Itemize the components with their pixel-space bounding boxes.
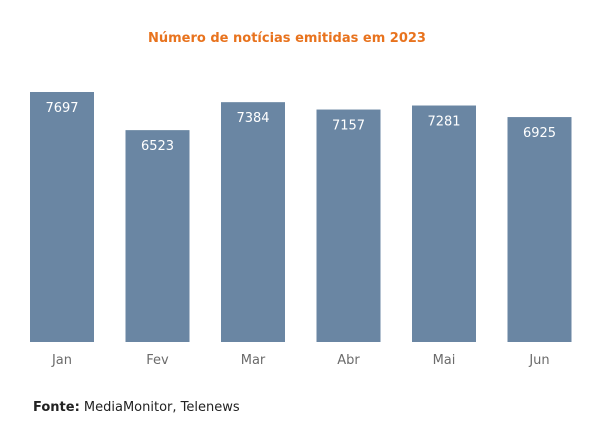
bar-jun [507, 117, 572, 342]
data-label-jun: 6925 [523, 126, 556, 141]
source-label: Fonte: [33, 400, 80, 415]
data-label-mai: 7281 [427, 115, 460, 130]
bar-jan [30, 92, 94, 342]
bar-labels-group: 7697 6523 7384 7157 7281 6925 [45, 101, 556, 154]
x-tick-label-fev: Fev [146, 353, 169, 368]
x-tick-label-abr: Abr [337, 353, 360, 368]
x-tick-label-mar: Mar [241, 353, 266, 368]
bar-fev [125, 130, 190, 342]
x-axis-ticks: Jan Fev Mar Abr Mai Jun [51, 353, 550, 368]
source-text: MediaMonitor, Telenews [83, 400, 240, 415]
x-tick-label-jan: Jan [51, 353, 72, 368]
source-note: Fonte: MediaMonitor, Telenews [33, 400, 240, 415]
x-tick-label-jun: Jun [528, 353, 549, 368]
bar-abr [316, 109, 381, 342]
data-label-fev: 6523 [141, 139, 174, 154]
bar-mai [412, 105, 476, 343]
bar-mar [221, 102, 285, 343]
data-label-jan: 7697 [45, 101, 78, 116]
x-tick-label-mai: Mai [433, 353, 456, 368]
bars-group [30, 92, 572, 343]
data-label-mar: 7384 [236, 111, 269, 126]
data-label-abr: 7157 [332, 119, 365, 134]
chart-title: Número de notícias emitidas em 2023 [148, 31, 426, 46]
